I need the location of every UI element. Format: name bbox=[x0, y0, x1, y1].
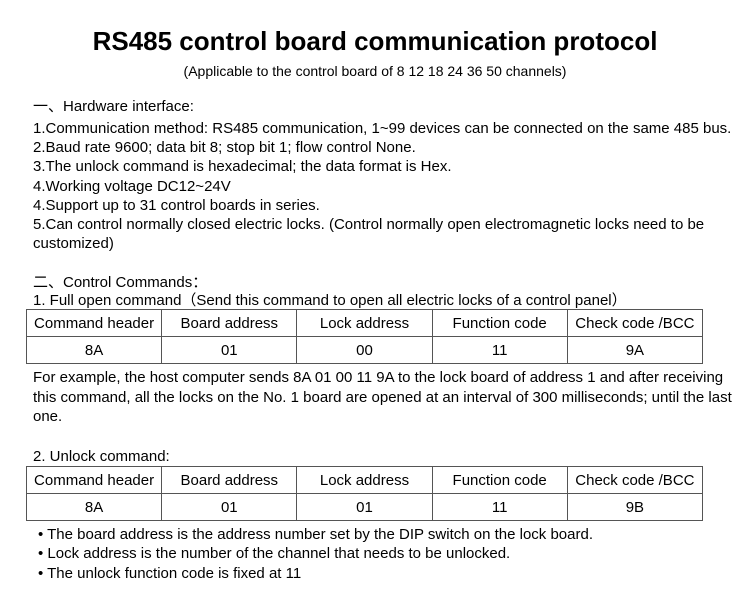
hardware-item: 2.Baud rate 9600; data bit 8; stop bit 1… bbox=[33, 139, 416, 156]
example-text: For example, the host computer sends 8A … bbox=[33, 369, 724, 386]
hardware-item: 4.Working voltage DC12~24V bbox=[33, 178, 231, 195]
table-header-cell: Check code /BCC bbox=[566, 466, 704, 494]
table-cell: 11 bbox=[431, 336, 568, 364]
unlock-title: 2. Unlock command: bbox=[33, 448, 170, 465]
table-header-cell: Board address bbox=[161, 466, 298, 494]
hardware-heading: 一、Hardware interface: bbox=[33, 98, 194, 115]
table-row: 8A 01 01 11 9B bbox=[25, 493, 704, 521]
table-cell: 8A bbox=[25, 493, 163, 521]
table-header-cell: Command header bbox=[25, 466, 163, 494]
table-cell: 11 bbox=[431, 493, 568, 521]
table-cell: 9B bbox=[566, 493, 704, 521]
hardware-item: 4.Support up to 31 control boards in ser… bbox=[33, 197, 320, 214]
table-header-row: Command header Board address Lock addres… bbox=[25, 466, 704, 494]
commands-heading: 二、Control Commands： bbox=[33, 274, 208, 291]
note-item: • Lock address is the number of the chan… bbox=[38, 545, 511, 562]
example-text: this command, all the locks on the No. 1… bbox=[33, 389, 732, 406]
table-header-cell: Lock address bbox=[296, 309, 433, 337]
table-row: 8A 01 00 11 9A bbox=[25, 336, 704, 364]
page-title: RS485 control board communication protoc… bbox=[92, 26, 658, 56]
page-subtitle: (Applicable to the control board of 8 12… bbox=[183, 63, 567, 79]
hardware-item: 3.The unlock command is hexadecimal; the… bbox=[33, 158, 452, 175]
hardware-item: 5.Can control normally closed electric l… bbox=[33, 216, 705, 233]
table-cell: 01 bbox=[161, 493, 298, 521]
table-header-cell: Lock address bbox=[296, 466, 433, 494]
table-header-cell: Check code /BCC bbox=[566, 309, 704, 337]
table-cell: 00 bbox=[296, 336, 433, 364]
table-header-row: Command header Board address Lock addres… bbox=[25, 309, 704, 337]
table-header-cell: Command header bbox=[25, 309, 163, 337]
table-header-cell: Function code bbox=[431, 309, 568, 337]
hardware-item: customized) bbox=[33, 235, 114, 252]
example-text: one. bbox=[33, 408, 63, 425]
table-cell: 8A bbox=[25, 336, 163, 364]
note-item: • The unlock function code is fixed at 1… bbox=[38, 565, 302, 582]
full-open-table: Command header Board address Lock addres… bbox=[25, 309, 704, 364]
table-cell: 9A bbox=[566, 336, 704, 364]
table-header-cell: Function code bbox=[431, 466, 568, 494]
hardware-item: 1.Communication method: RS485 communicat… bbox=[33, 120, 732, 137]
note-item: • The board address is the address numbe… bbox=[38, 526, 593, 543]
unlock-table: Command header Board address Lock addres… bbox=[25, 466, 704, 521]
full-open-title: 1. Full open command（Send this command t… bbox=[33, 292, 627, 309]
table-header-cell: Board address bbox=[161, 309, 298, 337]
table-cell: 01 bbox=[296, 493, 433, 521]
table-cell: 01 bbox=[161, 336, 298, 364]
